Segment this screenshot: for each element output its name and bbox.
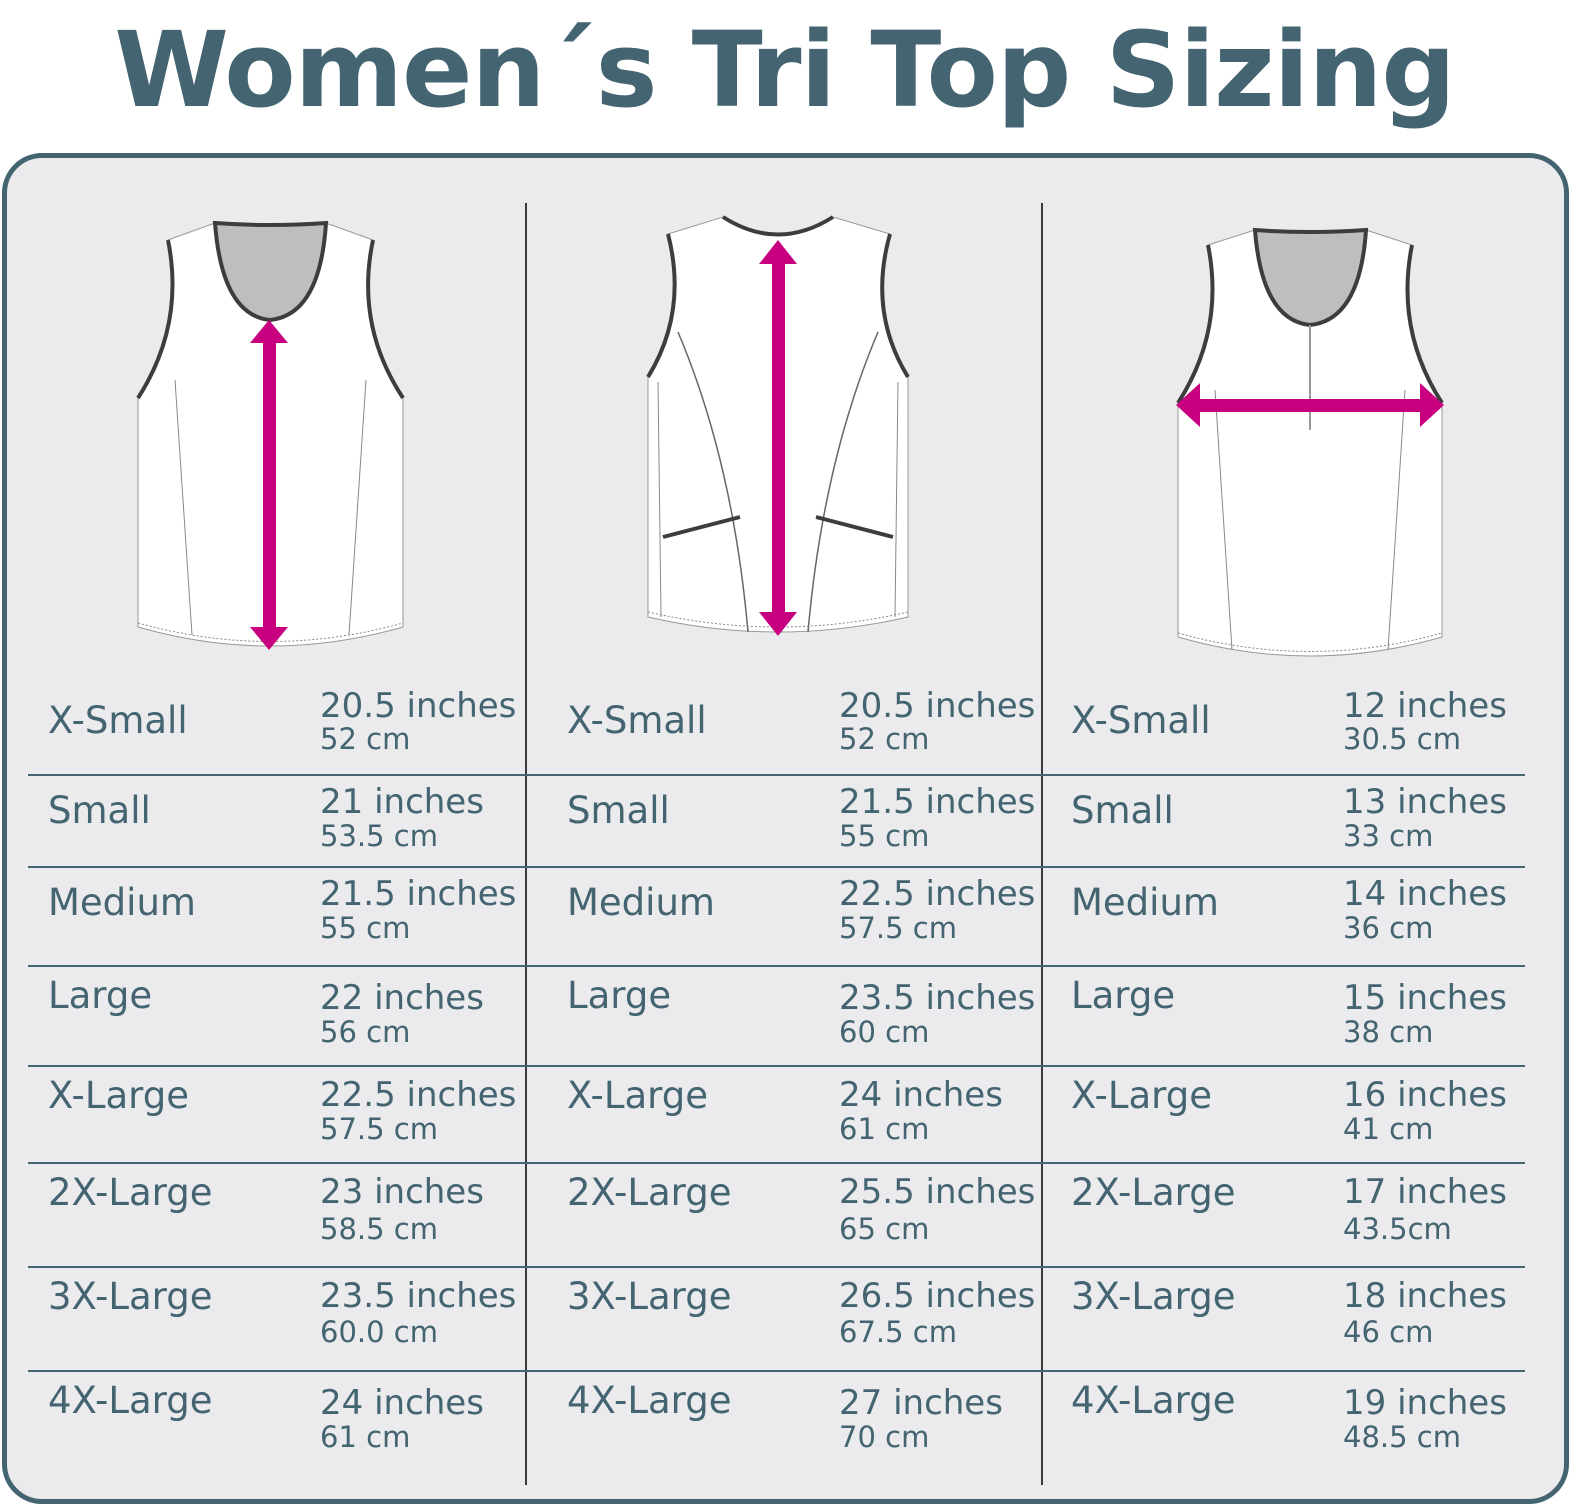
size-label: Medium: [48, 881, 196, 924]
cm-value: 30.5 cm: [1343, 722, 1461, 756]
size-label: 3X-Large: [1071, 1275, 1236, 1318]
inches-value: 12 inches: [1343, 686, 1507, 726]
inches-value: 20.5 inches: [320, 686, 517, 726]
inches-value: 26.5 inches: [839, 1276, 1036, 1316]
size-label: 3X-Large: [567, 1275, 732, 1318]
cm-value: 46 cm: [1343, 1315, 1434, 1349]
inches-value: 24 inches: [839, 1075, 1003, 1115]
row-divider: [28, 1162, 526, 1164]
size-label: Large: [567, 974, 672, 1017]
row-divider: [1042, 1370, 1525, 1372]
cm-value: 52 cm: [320, 722, 411, 756]
size-label: 2X-Large: [48, 1171, 213, 1214]
inches-value: 21.5 inches: [320, 874, 517, 914]
cm-value: 41 cm: [1343, 1112, 1434, 1146]
row-divider: [526, 1266, 1042, 1268]
column-divider: [525, 203, 527, 1485]
back-vest-length-icon: [646, 215, 910, 636]
cm-value: 57.5 cm: [320, 1112, 438, 1146]
row-divider: [28, 774, 526, 776]
cm-value: 48.5 cm: [1343, 1420, 1461, 1454]
size-label: X-Small: [48, 699, 188, 742]
inches-value: 15 inches: [1343, 978, 1507, 1018]
inches-value: 16 inches: [1343, 1075, 1507, 1115]
inches-value: 23.5 inches: [839, 978, 1036, 1018]
inches-value: 21.5 inches: [839, 782, 1036, 822]
size-label: Small: [1071, 789, 1174, 832]
size-label: 2X-Large: [1071, 1171, 1236, 1214]
inches-value: 25.5 inches: [839, 1172, 1036, 1212]
cm-value: 57.5 cm: [839, 911, 957, 945]
cm-value: 56 cm: [320, 1015, 411, 1049]
size-label: 4X-Large: [1071, 1379, 1236, 1422]
row-divider: [28, 1266, 526, 1268]
front-vest-chest-icon: [1176, 227, 1444, 657]
column-divider: [1041, 203, 1043, 1485]
row-divider: [1042, 1266, 1525, 1268]
size-label: Small: [567, 789, 670, 832]
inches-value: 18 inches: [1343, 1276, 1507, 1316]
size-label: Large: [48, 974, 153, 1017]
row-divider: [526, 1370, 1042, 1372]
inches-value: 22.5 inches: [839, 874, 1036, 914]
inches-value: 24 inches: [320, 1383, 484, 1423]
row-divider: [28, 1065, 526, 1067]
size-label: X-Small: [567, 699, 707, 742]
row-divider: [526, 1162, 1042, 1164]
cm-value: 65 cm: [839, 1212, 930, 1246]
inches-value: 23.5 inches: [320, 1276, 517, 1316]
size-label: X-Small: [1071, 699, 1211, 742]
cm-value: 38 cm: [1343, 1015, 1434, 1049]
row-divider: [526, 866, 1042, 868]
row-divider: [1042, 965, 1525, 967]
cm-value: 61 cm: [839, 1112, 930, 1146]
cm-value: 67.5 cm: [839, 1315, 957, 1349]
size-label: 4X-Large: [567, 1379, 732, 1422]
size-label: Large: [1071, 974, 1176, 1017]
size-label: 4X-Large: [48, 1379, 213, 1422]
row-divider: [1042, 774, 1525, 776]
size-label: X-Large: [48, 1074, 189, 1117]
inches-value: 14 inches: [1343, 874, 1507, 914]
row-divider: [1042, 1162, 1525, 1164]
row-divider: [526, 965, 1042, 967]
size-label: X-Large: [567, 1074, 708, 1117]
page-title: Women´s Tri Top Sizing: [114, 9, 1456, 131]
cm-value: 58.5 cm: [320, 1212, 438, 1246]
size-label: Small: [48, 789, 151, 832]
front-vest-length-icon: [136, 220, 405, 650]
row-divider: [526, 1065, 1042, 1067]
inches-value: 13 inches: [1343, 782, 1507, 822]
row-divider: [28, 866, 526, 868]
cm-value: 61 cm: [320, 1420, 411, 1454]
inches-value: 22 inches: [320, 978, 484, 1018]
cm-value: 55 cm: [839, 819, 930, 853]
size-label: X-Large: [1071, 1074, 1212, 1117]
size-label: Medium: [1071, 881, 1219, 924]
row-divider: [1042, 1065, 1525, 1067]
row-divider: [526, 774, 1042, 776]
row-divider: [1042, 866, 1525, 868]
inches-value: 17 inches: [1343, 1172, 1507, 1212]
row-divider: [28, 965, 526, 967]
cm-value: 60.0 cm: [320, 1315, 438, 1349]
inches-value: 21 inches: [320, 782, 484, 822]
cm-value: 60 cm: [839, 1015, 930, 1049]
cm-value: 53.5 cm: [320, 819, 438, 853]
cm-value: 33 cm: [1343, 819, 1434, 853]
size-label: 3X-Large: [48, 1275, 213, 1318]
inches-value: 22.5 inches: [320, 1075, 517, 1115]
cm-value: 52 cm: [839, 722, 930, 756]
size-label: 2X-Large: [567, 1171, 732, 1214]
cm-value: 43.5cm: [1343, 1212, 1452, 1246]
inches-value: 20.5 inches: [839, 686, 1036, 726]
cm-value: 36 cm: [1343, 911, 1434, 945]
inches-value: 23 inches: [320, 1172, 484, 1212]
inches-value: 27 inches: [839, 1383, 1003, 1423]
inches-value: 19 inches: [1343, 1383, 1507, 1423]
cm-value: 55 cm: [320, 911, 411, 945]
cm-value: 70 cm: [839, 1420, 930, 1454]
size-label: Medium: [567, 881, 715, 924]
row-divider: [28, 1370, 526, 1372]
